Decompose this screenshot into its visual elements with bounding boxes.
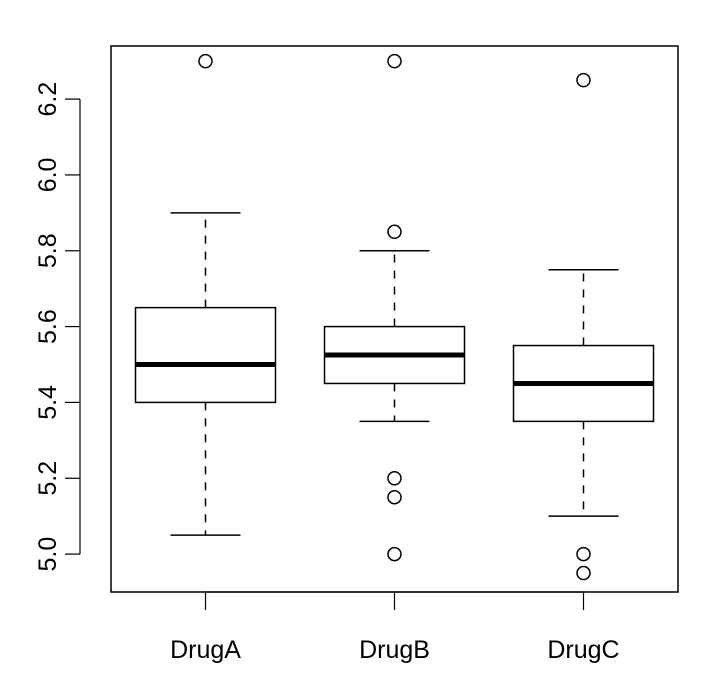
y-tick-label: 6.2 <box>34 82 62 117</box>
outlier-point <box>387 471 402 486</box>
box-drugc <box>512 72 655 581</box>
x-tick-label: DrugC <box>547 636 619 664</box>
outlier-point <box>576 565 591 581</box>
y-tick-label: 5.8 <box>34 233 62 268</box>
box-druga <box>134 53 277 536</box>
x-axis: DrugA DrugB DrugC <box>170 591 620 664</box>
x-tick-label: DrugB <box>359 636 430 664</box>
y-axis: 5.0 5.2 5.4 5.6 5.8 6.0 6.2 <box>34 82 81 572</box>
box-drugb <box>323 53 466 562</box>
outlier-point <box>387 224 402 240</box>
box-iqr <box>134 306 277 404</box>
y-tick-label: 5.2 <box>34 461 62 496</box>
y-tick-label: 5.6 <box>34 309 62 344</box>
outlier-point <box>387 53 402 69</box>
outlier-point <box>387 546 402 562</box>
outlier-point <box>387 489 402 505</box>
y-tick-label: 6.0 <box>34 158 62 193</box>
y-tick-label: 5.4 <box>34 385 62 420</box>
boxes-layer <box>134 53 655 581</box>
outlier-point <box>576 546 591 562</box>
outlier-point <box>198 53 213 69</box>
outlier-point <box>576 72 591 88</box>
y-tick-label: 5.0 <box>34 537 62 572</box>
x-tick-label: DrugA <box>170 636 241 664</box>
